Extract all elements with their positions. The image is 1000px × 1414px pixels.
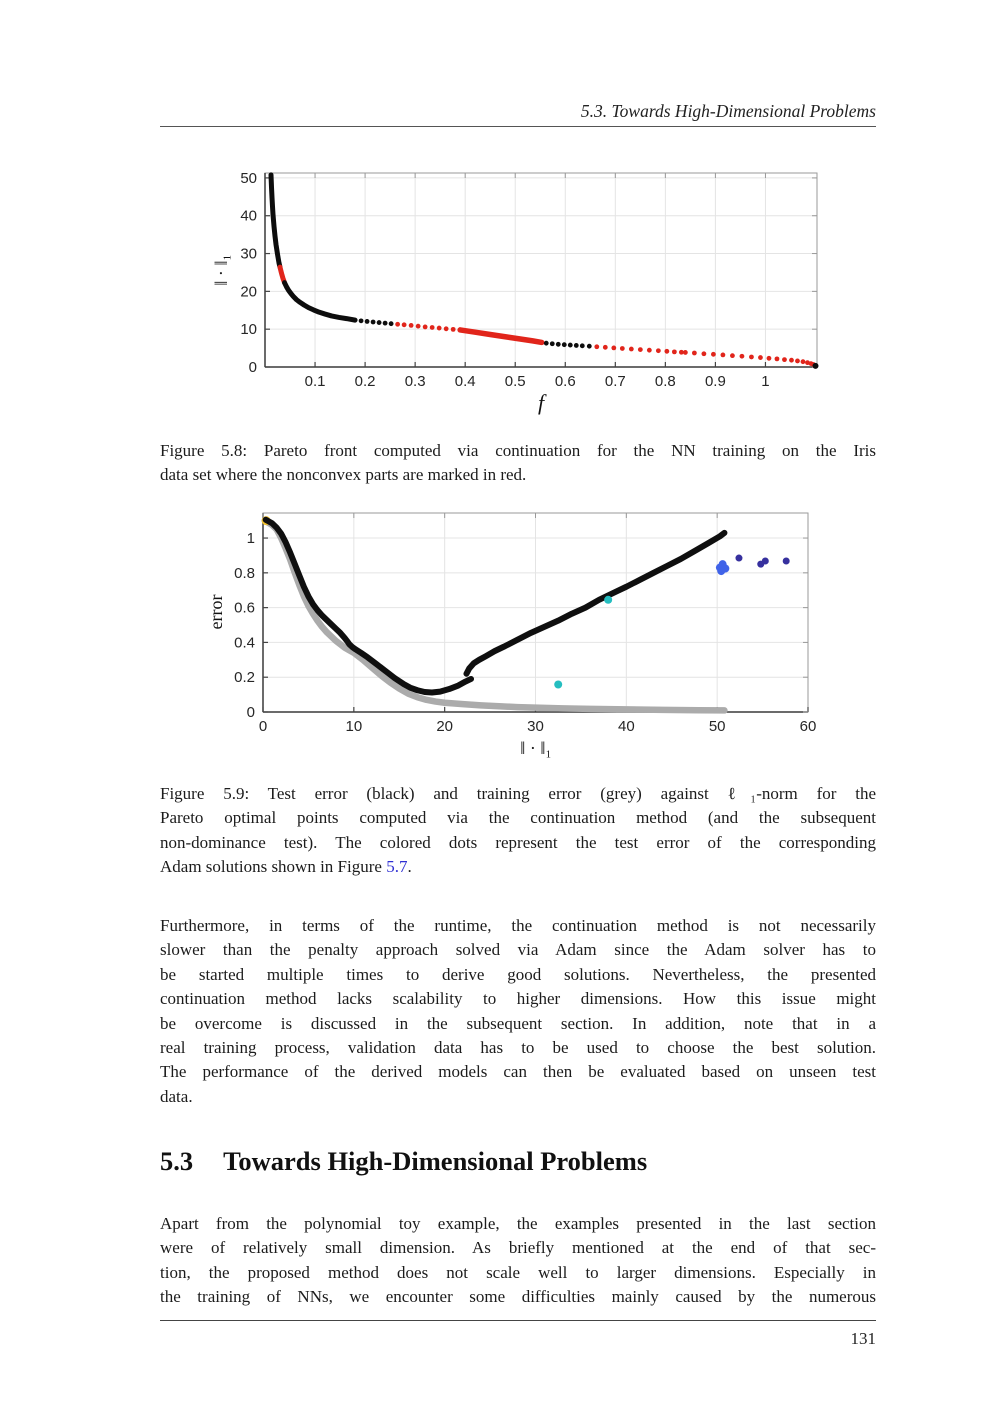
figure-5-8-caption: Figure 5.8: Pareto front computed via co…	[160, 439, 876, 488]
page-number: 131	[850, 1329, 877, 1348]
svg-text:20: 20	[240, 283, 257, 300]
svg-text:50: 50	[240, 170, 257, 187]
svg-text:0.2: 0.2	[355, 373, 376, 390]
figure-5-8-pareto-front-chart: 0.1 0.2 0.3 0.4 0.5 0.6 0.7 0.8 0.9 101020304050f…	[170, 148, 890, 420]
svg-text:10: 10	[240, 321, 257, 338]
body-line: The performance of the derived models ca…	[160, 1062, 876, 1082]
body-line: data.	[160, 1086, 193, 1106]
caption-line: Figure 5.9: Test error (black) and train…	[160, 784, 876, 803]
svg-text:60: 60	[800, 718, 817, 735]
figure-5-7-link[interactable]: 5.7	[386, 857, 408, 877]
section-heading: 5.3 Towards High-Dimensional Problems	[160, 1146, 876, 1177]
figure-5-9-caption: Figure 5.9: Test error (black) and train…	[160, 782, 876, 880]
caption-line: Figure 5.8: Pareto front computed via co…	[160, 441, 876, 460]
svg-text:0.2: 0.2	[234, 669, 255, 686]
svg-text:0.6: 0.6	[555, 373, 576, 390]
caption-line: Pareto optimal points computed via the c…	[160, 808, 876, 828]
svg-text:20: 20	[436, 718, 453, 735]
svg-text:0.6: 0.6	[234, 600, 255, 617]
svg-text:‖ · ‖₁: ‖ · ‖₁	[520, 738, 551, 758]
body-line: be overcome is discussed in the subseque…	[160, 1013, 876, 1033]
svg-text:10: 10	[345, 718, 362, 735]
svg-text:0: 0	[259, 718, 267, 735]
body-line: Furthermore, in terms of the runtime, th…	[160, 916, 876, 935]
footer-rule	[160, 1320, 876, 1321]
svg-text:1: 1	[761, 373, 769, 390]
svg-text:1: 1	[247, 530, 255, 547]
svg-text:f: f	[538, 390, 547, 415]
svg-text:30: 30	[527, 718, 544, 735]
caption-text: .	[407, 857, 412, 877]
figure-5-9-error-chart: 0 10 20 30 40 50 60 0 0.2 0.4 0.6 0.8 1 ‖ · ‖₁ error	[170, 494, 890, 768]
caption-line: non-dominance test). The colored dots re…	[160, 832, 876, 852]
body-line: continuation method lacks scalability to…	[160, 989, 876, 1009]
svg-text:0.7: 0.7	[605, 373, 626, 390]
body-line: be started multiple times to derive good…	[160, 964, 876, 984]
paragraph-runtime: Furthermore, in terms of the runtime, th…	[160, 914, 876, 1109]
svg-text:0: 0	[249, 359, 257, 376]
body-line: the training of NNs, we encounter some d…	[160, 1287, 876, 1307]
body-line: were of relatively small dimension. As b…	[160, 1238, 876, 1258]
svg-text:‖ · ‖₁: ‖ · ‖₁	[211, 254, 231, 285]
paragraph-scaling: Apart from the polynomial toy example, t…	[160, 1212, 876, 1310]
header-rule	[160, 126, 876, 127]
svg-text:50: 50	[709, 718, 726, 735]
svg-text:40: 40	[240, 208, 257, 225]
svg-text:0.9: 0.9	[705, 373, 726, 390]
svg-text:40: 40	[618, 718, 635, 735]
body-line: tion, the proposed method does not scale…	[160, 1262, 876, 1282]
svg-text:0.8: 0.8	[655, 373, 676, 390]
body-line: real training process, validation data h…	[160, 1038, 876, 1058]
svg-text:error: error	[206, 595, 226, 630]
section-title: Towards High-Dimensional Problems	[223, 1146, 648, 1176]
svg-text:0.4: 0.4	[234, 634, 255, 651]
svg-text:0.8: 0.8	[234, 565, 255, 582]
svg-text:30: 30	[240, 246, 257, 263]
running-header: 5.3. Towards High-Dimensional Problems	[580, 101, 876, 121]
caption-line: data set where the nonconvex parts are m…	[160, 465, 527, 485]
svg-text:0.4: 0.4	[455, 373, 476, 390]
caption-text: Adam solutions shown in Figure	[160, 857, 387, 877]
svg-text:0.3: 0.3	[405, 373, 426, 390]
svg-text:0: 0	[247, 704, 255, 721]
body-line: slower than the penalty approach solved …	[160, 940, 876, 960]
section-number: 5.3	[160, 1146, 194, 1176]
svg-text:0.1: 0.1	[305, 373, 326, 390]
body-line: Apart from the polynomial toy example, t…	[160, 1214, 876, 1233]
caption-line: Adam solutions shown in Figure 5.7.	[160, 855, 876, 879]
svg-text:0.5: 0.5	[505, 373, 526, 390]
